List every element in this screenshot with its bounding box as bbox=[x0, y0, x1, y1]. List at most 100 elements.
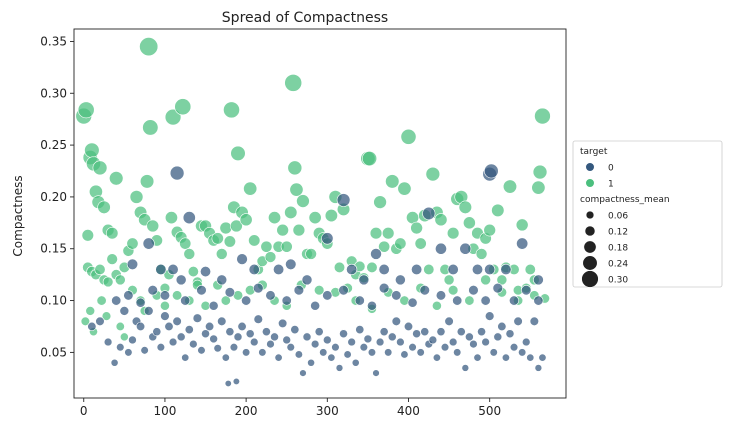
data-point-target-1 bbox=[532, 164, 548, 180]
data-point-target-0 bbox=[355, 325, 365, 335]
data-point-target-0 bbox=[281, 295, 292, 306]
data-point-target-0 bbox=[420, 327, 430, 337]
data-point-target-0 bbox=[182, 211, 196, 225]
data-point-target-1 bbox=[146, 219, 160, 233]
data-point-target-0 bbox=[258, 348, 267, 357]
legend-size-marker bbox=[583, 240, 597, 254]
data-point-target-0 bbox=[336, 193, 351, 207]
data-point-target-0 bbox=[396, 337, 405, 347]
data-point-target-1 bbox=[284, 74, 303, 92]
data-point-target-1 bbox=[84, 142, 100, 158]
data-point-target-0 bbox=[411, 263, 423, 276]
data-point-target-0 bbox=[533, 295, 544, 306]
data-point-target-1 bbox=[515, 218, 529, 232]
data-point-target-0 bbox=[484, 263, 496, 276]
data-point-target-0 bbox=[201, 329, 210, 339]
data-point-target-0 bbox=[167, 263, 179, 276]
data-point-target-0 bbox=[224, 287, 236, 298]
data-point-target-0 bbox=[119, 306, 130, 316]
data-point-target-0 bbox=[335, 364, 344, 372]
data-point-target-0 bbox=[196, 285, 207, 296]
data-point-target-0 bbox=[422, 206, 436, 221]
data-point-target-0 bbox=[453, 348, 462, 357]
data-point-target-1 bbox=[491, 203, 505, 217]
data-point-target-0 bbox=[343, 350, 352, 359]
y-tick-label: 0.15 bbox=[40, 242, 67, 256]
data-point-target-1 bbox=[399, 295, 410, 306]
data-point-target-1 bbox=[475, 248, 488, 260]
data-point-target-0 bbox=[339, 329, 348, 339]
data-point-target-0 bbox=[242, 348, 251, 357]
data-point-target-1 bbox=[502, 179, 518, 194]
data-point-target-1 bbox=[289, 182, 304, 197]
data-point-target-1 bbox=[126, 237, 139, 250]
legend-label-target-1: 1 bbox=[608, 180, 614, 190]
data-point-target-0 bbox=[338, 285, 349, 296]
data-point-target-1 bbox=[480, 274, 491, 286]
data-point-target-0 bbox=[116, 343, 125, 352]
data-point-target-1 bbox=[260, 240, 273, 253]
data-point-target-1 bbox=[296, 194, 310, 208]
data-point-target-1 bbox=[92, 160, 108, 176]
data-point-target-0 bbox=[484, 163, 499, 179]
data-point-target-0 bbox=[363, 334, 373, 344]
chart-title: Spread of Compactness bbox=[222, 10, 388, 26]
data-point-target-1 bbox=[85, 306, 96, 316]
data-point-target-0 bbox=[513, 316, 523, 326]
data-point-target-0 bbox=[103, 337, 113, 347]
data-point-target-0 bbox=[213, 344, 222, 353]
data-point-target-0 bbox=[372, 369, 380, 377]
x-axis-ticks: 0 100 200 300 400 500 bbox=[80, 398, 501, 418]
data-point-target-0 bbox=[155, 263, 167, 276]
data-point-target-0 bbox=[489, 348, 498, 357]
data-point-target-1 bbox=[531, 180, 546, 195]
y-tick-label: 0.35 bbox=[40, 34, 67, 48]
data-point-target-0 bbox=[200, 266, 212, 278]
data-point-target-0 bbox=[266, 339, 275, 349]
data-point-target-0 bbox=[294, 350, 303, 359]
data-point-target-0 bbox=[245, 329, 255, 339]
data-point-target-0 bbox=[518, 348, 527, 357]
data-point-target-1 bbox=[483, 223, 496, 237]
legend-size-label: 0.12 bbox=[608, 228, 628, 238]
data-point-target-0 bbox=[285, 258, 297, 270]
legend-size-marker bbox=[585, 210, 595, 220]
data-point-target-1 bbox=[425, 166, 441, 182]
data-point-target-0 bbox=[217, 316, 227, 326]
data-point-target-1 bbox=[276, 223, 289, 237]
data-point-target-0 bbox=[538, 353, 547, 362]
data-point-target-1 bbox=[534, 107, 551, 125]
x-tick-label: 100 bbox=[153, 404, 176, 418]
data-point-target-1 bbox=[77, 101, 95, 119]
data-point-target-0 bbox=[87, 321, 97, 332]
data-point-target-0 bbox=[205, 321, 215, 332]
data-point-target-1 bbox=[464, 295, 475, 306]
plot-area-frame bbox=[73, 28, 567, 399]
data-point-target-0 bbox=[232, 377, 240, 385]
data-point-target-0 bbox=[142, 237, 155, 250]
data-point-target-0 bbox=[322, 290, 333, 301]
data-point-target-0 bbox=[370, 248, 382, 260]
data-point-target-1 bbox=[179, 237, 192, 250]
data-point-target-1 bbox=[432, 300, 442, 311]
data-point-target-0 bbox=[307, 358, 315, 367]
data-point-target-0 bbox=[143, 306, 154, 316]
data-point-target-0 bbox=[521, 337, 531, 347]
data-point-target-1 bbox=[129, 190, 144, 204]
data-point-target-1 bbox=[174, 98, 192, 116]
data-point-target-0 bbox=[216, 274, 228, 286]
data-point-target-0 bbox=[319, 348, 328, 357]
data-point-target-0 bbox=[358, 274, 370, 286]
data-point-target-0 bbox=[459, 242, 472, 255]
data-point-target-0 bbox=[189, 339, 198, 349]
data-point-target-0 bbox=[241, 295, 252, 306]
data-point-target-0 bbox=[180, 295, 191, 306]
data-point-target-0 bbox=[208, 300, 219, 311]
data-point-target-1 bbox=[101, 311, 112, 321]
data-point-target-1 bbox=[105, 227, 119, 240]
data-point-target-0 bbox=[359, 343, 369, 352]
data-point-target-1 bbox=[447, 285, 459, 296]
data-point-target-0 bbox=[168, 337, 178, 347]
data-point-target-1 bbox=[446, 227, 460, 240]
